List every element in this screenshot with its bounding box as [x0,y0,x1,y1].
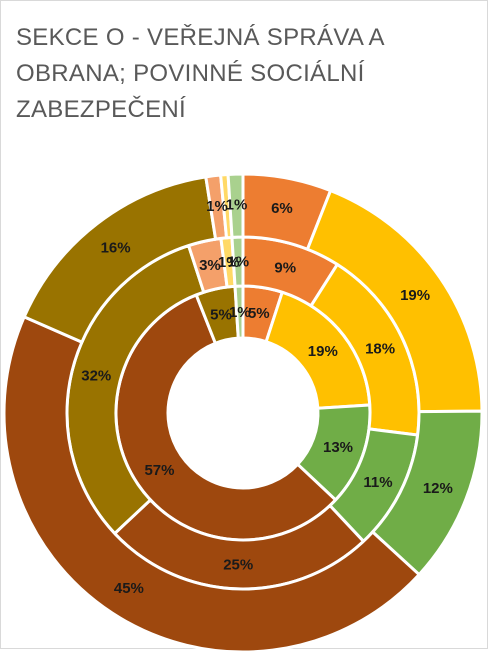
title-line-2: OBRANA; POVINNÉ SOCIÁLNÍ [16,60,365,87]
inner-ring-data-label: 5% [210,306,232,323]
outer-ring-data-label: 6% [271,200,293,217]
outer-ring-slice [2,314,422,651]
inner-ring-data-label: 19% [308,343,338,360]
middle-ring-data-label: 3% [199,257,221,274]
doughnut-labels: 5%19%13%57%5%1%9%18%11%25%32%3%1%1%6%19%… [81,196,453,596]
title-line-3: ZABEZPEČENÍ [16,96,186,123]
middle-ring-data-label: 1% [227,254,249,271]
chart-title: SEKCE O - VEŘEJNÁ SPRÁVA A OBRANA; POVIN… [16,20,456,128]
middle-ring-data-label: 1% [218,254,240,271]
middle-ring-data-label: 32% [81,367,111,384]
middle-ring-data-label: 11% [363,474,392,491]
outer-ring-data-label: 16% [101,240,131,257]
inner-ring-data-label: 13% [323,439,353,456]
outer-ring-data-label: 12% [423,480,453,497]
doughnut-slices [2,172,484,651]
outer-ring-slice [226,172,245,239]
middle-ring-data-label: 9% [274,260,296,277]
outer-ring-data-label: 1% [226,196,248,213]
outer-ring-data-label: 45% [114,580,144,597]
outer-ring-data-label: 19% [400,287,430,304]
inner-ring-data-label: 57% [144,462,174,479]
outer-ring-data-label: 1% [206,198,228,215]
inner-ring-data-label: 1% [229,304,251,321]
middle-ring-data-label: 25% [223,556,253,573]
title-line-1: SEKCE O - VEŘEJNÁ SPRÁVA A [16,24,385,51]
middle-ring-data-label: 18% [365,340,395,357]
inner-ring-data-label: 5% [248,305,270,322]
